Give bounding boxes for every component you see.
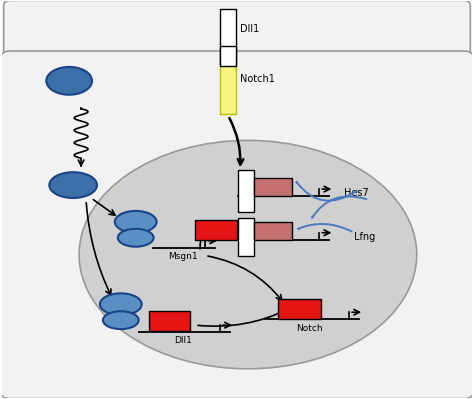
- Ellipse shape: [46, 67, 92, 95]
- FancyArrowPatch shape: [297, 182, 357, 201]
- Text: Msgn1: Msgn1: [154, 317, 185, 326]
- Text: Lfng: Lfng: [354, 232, 375, 242]
- Ellipse shape: [79, 140, 417, 369]
- FancyBboxPatch shape: [220, 46, 236, 66]
- Ellipse shape: [49, 172, 97, 198]
- Text: Dll1: Dll1: [240, 24, 259, 34]
- Ellipse shape: [115, 211, 156, 233]
- Text: Msgn1: Msgn1: [169, 252, 198, 261]
- FancyBboxPatch shape: [195, 220, 237, 240]
- FancyArrowPatch shape: [312, 196, 366, 218]
- Text: β-cat: β-cat: [108, 300, 134, 309]
- FancyBboxPatch shape: [149, 311, 191, 331]
- FancyBboxPatch shape: [254, 222, 292, 240]
- Ellipse shape: [118, 229, 154, 247]
- Text: Msgn1: Msgn1: [284, 305, 315, 314]
- FancyBboxPatch shape: [220, 64, 236, 114]
- FancyBboxPatch shape: [220, 9, 236, 64]
- Text: Rbpjk: Rbpjk: [259, 226, 286, 235]
- Text: Tcf: Tcf: [128, 233, 143, 242]
- Text: N: N: [242, 232, 250, 242]
- FancyArrowPatch shape: [298, 224, 352, 231]
- FancyBboxPatch shape: [254, 178, 292, 196]
- Text: Notch: Notch: [296, 324, 323, 333]
- FancyBboxPatch shape: [278, 299, 321, 319]
- Ellipse shape: [103, 311, 139, 329]
- Ellipse shape: [100, 293, 142, 315]
- Text: Rbpjk: Rbpjk: [259, 183, 286, 192]
- Text: β-cat: β-cat: [59, 180, 87, 190]
- Text: Wnt: Wnt: [57, 76, 81, 86]
- Text: Dll1: Dll1: [174, 336, 192, 345]
- Text: Notch1: Notch1: [240, 74, 275, 84]
- Text: Tcf: Tcf: [114, 316, 128, 325]
- Text: N: N: [242, 186, 250, 196]
- Text: Msgn1: Msgn1: [201, 225, 232, 234]
- FancyBboxPatch shape: [238, 170, 254, 212]
- FancyBboxPatch shape: [0, 51, 474, 399]
- FancyBboxPatch shape: [238, 218, 254, 256]
- Text: β-cat: β-cat: [123, 217, 149, 226]
- FancyBboxPatch shape: [4, 0, 470, 77]
- Text: Hes7: Hes7: [344, 188, 369, 198]
